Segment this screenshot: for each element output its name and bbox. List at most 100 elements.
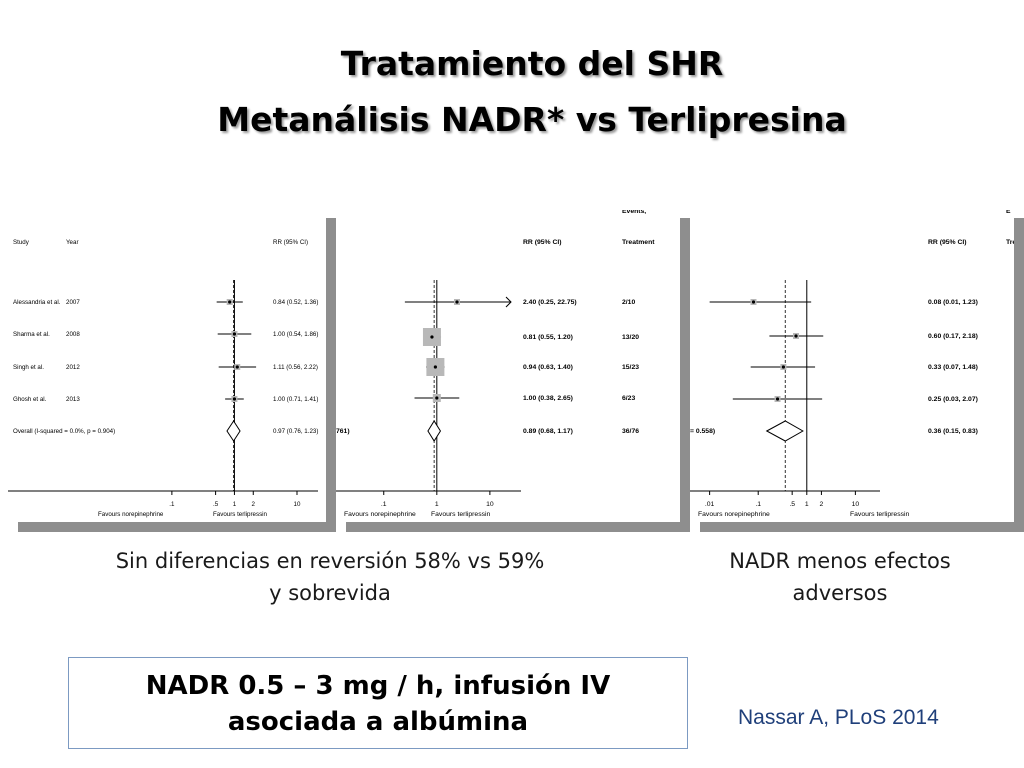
study-name: Singh et al. [13,364,44,371]
panel-shadow [700,522,1024,532]
point-estimate [232,397,237,401]
point-estimate [228,300,232,304]
study-year: 2012 [66,364,80,371]
overall-rr-ci-label: 0.97 (0.76, 1.23) [273,428,318,435]
point-estimate [433,365,437,369]
overall-diamond [226,420,241,442]
x-tick-label: 1 [435,501,439,508]
xlabel-favours-terlipressin: Favours terlipressin [213,511,268,518]
rr-ci-label: 0.25 (0.03, 2.07) [928,396,978,403]
x-tick-label: .01 [705,501,715,508]
forest-plot-2: RR (95% CI) Treatment Events, .1 1 10 Favours … [336,210,655,518]
overall-diamond [765,420,804,442]
header-treatment: Treatment [622,239,655,246]
header-year: Year [66,239,79,246]
panel-shadow [326,218,336,532]
dosing-line1: NADR 0.5 – 3 mg / h, infusión IV [145,671,611,701]
rr-ci-label: 1.00 (0.54, 1.86) [273,331,318,338]
x-tick-label: 10 [852,501,860,508]
events-value: 6/23 [622,395,635,402]
rr-ci-label: 0.08 (0.01, 1.23) [928,299,978,306]
x-tick-label: .1 [755,501,761,508]
xlabel-favours-norepinephrine: Favours norepinephrine [698,511,770,518]
header-rr-ci: RR (95% CI) [523,239,562,246]
xlabel-favours-norepinephrine: Favours norepinephrine [344,511,416,518]
rr-ci-label: 0.81 (0.55, 1.20) [523,334,573,341]
caption-adverse-line2: adversos [792,581,888,605]
point-estimate [794,334,798,338]
overall-label: 761) [336,428,350,435]
header-rr-ci: RR (95% CI) [928,239,967,246]
xlabel-favours-terlipressin: Favours terlipressin [850,511,910,518]
rr-ci-label: 2.40 (0.25, 22.75) [523,299,577,306]
study-name: Sharma et al. [13,331,50,338]
xlabel-favours-terlipressin: Favours terlipressin [431,511,491,518]
x-tick-label: 1 [805,501,809,508]
events-value: 13/20 [622,334,639,341]
forest-plot-3: RR (95% CI) Tre E .01 .1 .5 1 2 10 Favours norepi… [690,210,1016,518]
point-estimate [775,397,780,401]
x-tick-label: .5 [213,501,219,508]
header-events: E [1006,210,1011,215]
citation: Nassar A, PLoS 2014 [738,706,939,729]
forest-plot-panel-2: RR (95% CI) Treatment Events, .1 1 10 Favours … [336,210,690,532]
overall-label: = 0.558) [690,428,715,435]
x-tick-label: 1 [233,501,237,508]
point-estimate [232,332,237,336]
caption-adverse-effects: NADR menos efectos adversos [690,545,990,609]
panel-shadow [18,522,336,532]
study-name: Alessandria et al. [13,299,61,306]
caption-reversal: Sin diferencias en reversión 58% vs 59% … [70,545,590,609]
header-treatment: Tre [1006,239,1014,246]
slide-title-line1: Tratamiento del SHR [340,44,724,83]
dosing-line2: asociada a albúmina [227,707,529,737]
point-estimate [751,300,756,304]
overall-label: Overall (I-squared = 0.0%, p = 0.904) [13,428,115,435]
rr-ci-label: 1.00 (0.71, 1.41) [273,396,318,403]
point-estimate [430,335,434,339]
overall-rr-ci-label: 0.89 (0.68, 1.17) [523,428,573,435]
study-name: Ghosh et al. [13,396,47,403]
ci-arrow [505,296,512,308]
events-value: 15/23 [622,364,639,371]
overall-diamond [427,420,442,442]
rr-ci-label: 0.60 (0.17, 2.18) [928,333,978,340]
rr-ci-label: 0.94 (0.63, 1.40) [523,364,573,371]
caption-reversal-line2: y sobrevida [269,581,391,605]
point-estimate [781,365,785,369]
header-study: Study [13,239,30,246]
point-estimate [455,300,459,304]
rr-ci-label: 0.84 (0.52, 1.36) [273,299,318,306]
panel-shadow [346,522,690,532]
slide-title-line2: Metanálisis NADR* vs Terlipresina [217,100,847,139]
study-year: 2007 [66,299,80,306]
rr-ci-label: 1.11 (0.56, 2.22) [273,364,318,371]
point-estimate [235,365,239,369]
rr-ci-label: 1.00 (0.38, 2.65) [523,395,573,402]
caption-reversal-line1: Sin diferencias en reversión 58% vs 59% [115,549,545,573]
x-tick-label: 10 [294,501,301,508]
overall-rr-ci-label: 0.36 (0.15, 0.83) [928,428,978,435]
study-year: 2013 [66,396,80,403]
header-rr-ci: RR (95% CI) [273,239,308,246]
panel-shadow [680,218,690,532]
xlabel-favours-norepinephrine: Favours norepinephrine [98,511,164,518]
rr-ci-label: 0.33 (0.07, 1.48) [928,364,978,371]
x-tick-label: 10 [486,501,494,508]
caption-adverse-line1: NADR menos efectos [729,549,951,573]
overall-events: 36/76 [622,428,639,435]
x-tick-label: 2 [252,501,256,508]
forest-plot-1: Study Year RR (95% CI) .1 .5 1 2 10 Favours nore… [8,239,318,518]
dosing-highlight-box: NADR 0.5 – 3 mg / h, infusión IV asociad… [68,657,688,749]
forest-plot-panel-1: Study Year RR (95% CI) .1 .5 1 2 10 Favours nore… [8,210,336,532]
forest-plot-panel-3: RR (95% CI) Tre E .01 .1 .5 1 2 10 Favours norepi… [690,210,1024,532]
events-value: 2/10 [622,299,635,306]
study-year: 2008 [66,331,80,338]
x-tick-label: .1 [381,501,387,508]
x-tick-label: 2 [820,501,824,508]
x-tick-label: .1 [169,501,175,508]
x-tick-label: .5 [789,501,795,508]
point-estimate [435,396,439,400]
header-events: Events, [622,210,646,215]
panel-shadow [1014,218,1024,532]
